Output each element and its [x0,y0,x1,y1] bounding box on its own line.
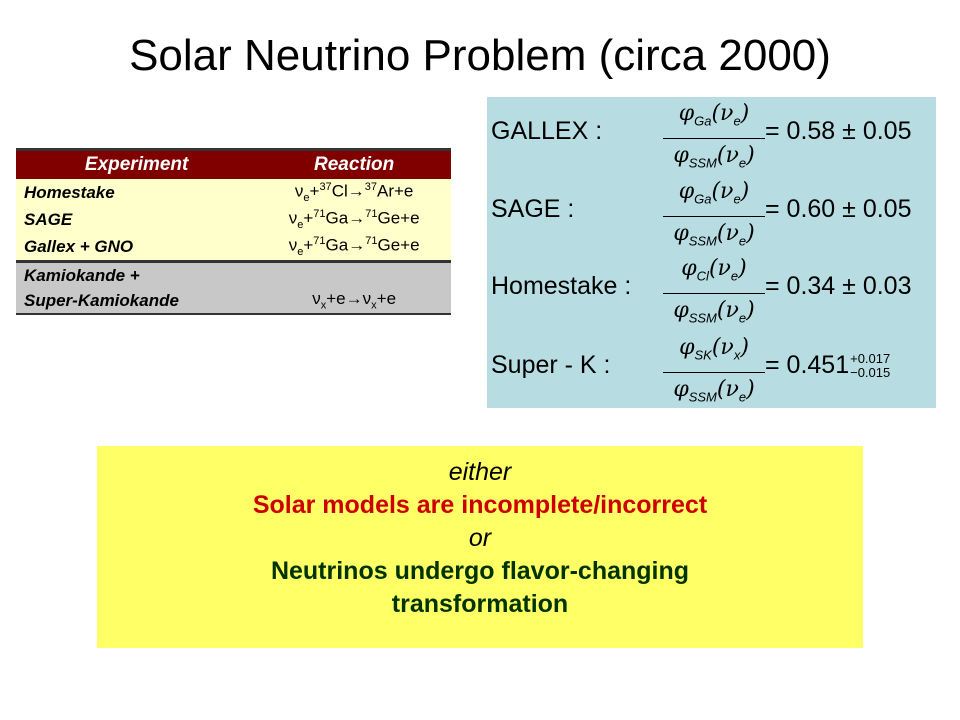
ratio-value: = 0.451+0.017 −0.015 [765,351,891,381]
fraction-numerator: φGa(νe) [678,101,750,129]
reaction-cell: νe+71Ga→71Ge+e [257,233,451,262]
conclusion-option-2-line-1: Neutrinos undergo flavor-changing [270,557,690,585]
asymmetric-error: +0.017 −0.015 [850,351,891,381]
ratio-panel: GALLEX : φGa(νe) φSSM(νe) = 0.58 ± 0.05 … [487,97,936,408]
header-reaction: Reaction [257,148,451,179]
fraction-bar [663,216,765,218]
table-header-row: Experiment Reaction [16,148,451,179]
ratio-label: SAGE : [491,195,575,223]
fraction-bar [663,372,765,374]
reaction-cell: νe+37Cl→37Ar+e [257,179,451,206]
fraction-denominator: φSSM(νe) [673,143,755,171]
fraction-numerator: φCl(νe) [681,256,747,284]
ratio-row-super-k: Super - K : φSK(νx) φSSM(νe) = 0.451+0.0… [487,333,936,409]
flux-fraction: φCl(νe) φSSM(νe) [663,254,765,334]
fraction-bar [663,138,765,140]
ratio-label: Super - K : [491,351,611,379]
fraction-denominator: φSSM(νe) [673,298,755,326]
flux-fraction: φGa(νe) φSSM(νe) [663,177,765,257]
slide-title: Solar Neutrino Problem (circa 2000) [129,31,831,80]
ratio-value: = 0.60 ± 0.05 [765,195,912,223]
experiment-name: Gallex + GNO [16,233,258,262]
experiments-table: Experiment Reaction Homestake νe+37Cl→37… [16,148,451,315]
conclusion-option-2-line-2: transformation [391,590,569,618]
table-row: Kamiokande + [16,260,451,288]
conclusion-box: either Solar models are incomplete/incor… [97,446,863,648]
reaction-cell: νe+71Ga→71Ge+e [257,206,451,233]
flux-fraction: φSK(νx) φSSM(νe) [663,333,765,413]
ratio-label: GALLEX : [491,117,603,145]
ratio-row-homestake: Homestake : φCl(νe) φSSM(νe) = 0.34 ± 0.… [487,254,936,330]
conclusion-or: or [468,524,492,552]
conclusion-option-1: Solar models are incomplete/incorrect [252,491,708,519]
table-row: Gallex + GNO νe+71Ga→71Ge+e [16,233,451,262]
fraction-denominator: φSSM(νe) [673,221,755,249]
fraction-numerator: φGa(νe) [678,179,750,207]
experiment-name: SAGE [16,206,258,233]
table-row: Homestake νe+37Cl→37Ar+e [16,179,451,206]
table-row: SAGE νe+71Ga→71Ge+e [16,206,451,233]
reaction-cell: νx+e→νx+e [257,288,451,315]
experiment-name: Homestake [16,179,258,206]
ratio-value: = 0.34 ± 0.03 [765,272,912,300]
ratio-value: = 0.58 ± 0.05 [765,117,912,145]
conclusion-either: either [448,458,512,486]
ratio-label: Homestake : [491,272,632,300]
flux-fraction: φGa(νe) φSSM(νe) [663,99,765,179]
fraction-bar [663,293,765,295]
fraction-denominator: φSSM(νe) [673,377,755,405]
ratio-row-gallex: GALLEX : φGa(νe) φSSM(νe) = 0.58 ± 0.05 [487,99,936,175]
fraction-numerator: φSK(νx) [679,335,749,363]
experiment-name: Kamiokande + [16,260,258,288]
experiment-name: Super-Kamiokande [16,288,258,315]
header-experiment: Experiment [16,148,258,179]
table-row: Super-Kamiokande νx+e→νx+e [16,288,451,315]
ratio-row-sage: SAGE : φGa(νe) φSSM(νe) = 0.60 ± 0.05 [487,177,936,253]
